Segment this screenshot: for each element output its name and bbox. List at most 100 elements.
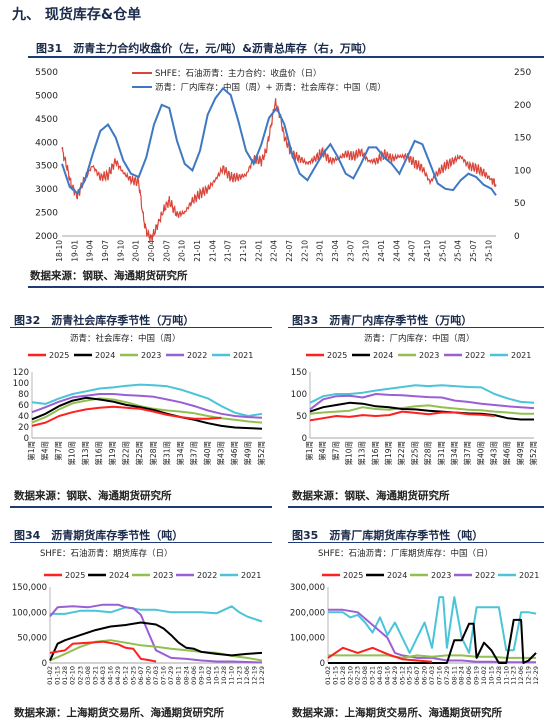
fig31-y-left-tick: 2500 (35, 209, 58, 219)
fig31-x-tick: 21-07 (224, 240, 233, 262)
fig35-y-tick: 300,000 (290, 583, 325, 593)
fig32-bottom-rule (10, 506, 272, 508)
fig32-x-tick: 第40周 (202, 441, 212, 466)
fig35-x-tick: 12-06 (517, 666, 525, 685)
fig35-x-tick: 02-23 (354, 666, 362, 685)
fig32-x-tick: 第37周 (188, 441, 198, 466)
fig33-rule (288, 327, 544, 328)
fig32-x-tick: 第19周 (107, 441, 117, 466)
fig34-x-tick: 07-03 (152, 666, 160, 685)
fig31-x-tick: 21-04 (208, 240, 217, 262)
fig33-series-2024 (309, 401, 534, 421)
fig31-y-right-tick: 200 (514, 101, 531, 111)
fig33-x-tick: 第46周 (502, 441, 512, 466)
fig35-x-tick: 06-07 (413, 666, 421, 685)
fig33-x-tick: 第28周 (423, 441, 433, 466)
fig33-y-tick: 150 (291, 368, 307, 378)
fig33-x-tick: 第40周 (475, 441, 485, 466)
fig35-x-tick: 08-11 (450, 666, 458, 685)
fig32-legend-2025: 2025 (49, 351, 69, 360)
fig32-x-tick: 第25周 (134, 441, 144, 466)
fig35-x-tick: 11-23 (510, 666, 518, 685)
fig32-y-tick: 120 (13, 368, 29, 378)
fig31-x-tick: 23-07 (346, 240, 355, 262)
fig34-x-tick: 03-08 (84, 666, 92, 685)
fig34-series-2024 (49, 621, 263, 661)
fig34-legend-2024: 2024 (109, 571, 129, 580)
fig34-legend-2023: 2023 (153, 571, 173, 580)
fig32-x-tick: 第49周 (242, 441, 252, 466)
fig34-legend-2025: 2025 (65, 571, 85, 580)
fig35-x-tick: 10-02 (480, 666, 488, 685)
fig34-x-tick: 04-16 (107, 666, 115, 685)
fig34-y-tick: 150,000 (12, 583, 47, 593)
fig32-legend-2021: 2021 (233, 351, 253, 360)
fig35-x-tick: 04-16 (383, 666, 391, 685)
fig33-legend-2025: 2025 (327, 351, 347, 360)
fig32-x-tick: 第7周 (53, 441, 63, 461)
fig35-x-tick: 02-10 (346, 666, 354, 685)
fig33-y-tick: 100 (291, 390, 307, 400)
fig31-x-tick: 25-10 (484, 240, 493, 262)
fig34-x-tick: 05-25 (129, 666, 137, 685)
fig34-chart: SHFE：石油沥青：期货库存（日） 2025 2024 2023 2022 2021 0 50… (12, 548, 266, 685)
fig33-x-tick: 第13周 (357, 441, 367, 466)
fig32-legend-2023: 2023 (141, 351, 161, 360)
section-title: 九、 现货库存&仓单 (12, 7, 142, 23)
fig31-y-right-tick: 150 (514, 134, 531, 144)
fig34-legend-2021: 2021 (241, 571, 261, 580)
fig31-y-left-tick: 4500 (35, 115, 58, 125)
fig35-x-tick: 09-06 (465, 666, 473, 685)
fig33-x-tick: 第4周 (317, 441, 327, 461)
fig33-x-tick: 第19周 (383, 441, 393, 466)
fig34-x-tick: 03-21 (91, 666, 99, 685)
fig34-subtitle: SHFE：石油沥青：期货库存（日） (40, 548, 173, 559)
fig31-x-tick: 23-10 (362, 240, 371, 262)
fig32-subtitle: 沥青：社会库存：中国（周） (70, 333, 181, 344)
fig32-legend-2022: 2022 (187, 351, 207, 360)
fig34-series-2021 (50, 605, 263, 623)
fig35-x-tick: 08-24 (458, 666, 466, 685)
fig34-x-tick: 07-29 (167, 666, 175, 685)
fig34-x-tick: 06-20 (144, 666, 152, 685)
fig35-y-tick: 0 (320, 659, 325, 669)
fig32-title: 图32 沥青社会库存季节性（万吨） (14, 314, 195, 327)
fig32-series-2023 (31, 397, 263, 424)
fig31-y-left-tick: 4000 (35, 138, 58, 148)
fig31-y-left-tick: 5000 (35, 91, 58, 101)
fig33-legend-2024: 2024 (373, 351, 393, 360)
fig31-x-tick: 21-01 (193, 240, 202, 262)
fig31-x-tick: 24-10 (423, 240, 432, 262)
fig34-series-2025 (49, 640, 157, 663)
fig33-bottom-rule (288, 506, 544, 508)
fig31-x-tick: 23-01 (316, 240, 325, 262)
fig34-x-tick: 01-02 (46, 666, 54, 685)
fig31-x-tick: 24-04 (392, 240, 401, 262)
fig31-bottom-rule (28, 286, 544, 288)
fig35-x-tick: 04-29 (391, 666, 399, 685)
fig31-rule (28, 56, 544, 58)
fig34-x-tick: 11-23 (235, 666, 243, 685)
fig33-x-tick: 第7周 (330, 441, 340, 461)
fig33-title: 图33 沥青厂内库存季节性（万吨） (292, 314, 473, 327)
fig35-x-tick: 10-28 (495, 666, 503, 685)
fig33-series-2025 (309, 410, 495, 422)
fig34-x-tick: 02-23 (76, 666, 84, 685)
fig31-legend-price: SHFE：石油沥青：主力合约：收盘价（日） (155, 68, 322, 79)
fig34-x-tick: 02-10 (69, 666, 77, 685)
fig35-series-2021 (328, 596, 537, 654)
fig34-x-tick: 10-15 (213, 666, 221, 685)
fig33-y-tick: 50 (296, 412, 307, 422)
fig34-x-tick: 12-06 (243, 666, 251, 685)
fig35-x-tick: 06-20 (421, 666, 429, 685)
fig32-x-tick: 第4周 (40, 441, 50, 461)
fig34-x-tick: 12-19 (250, 666, 258, 685)
fig31-x-tick: 22-04 (270, 240, 279, 262)
fig31-x-tick: 24-01 (377, 240, 386, 262)
fig34-x-tick: 08-11 (175, 666, 183, 685)
fig33-legend-2023: 2023 (419, 351, 439, 360)
fig33-series-2023 (309, 404, 534, 415)
fig35-legend-2023: 2023 (431, 571, 451, 580)
fig31-x-tick: 21-10 (239, 240, 248, 262)
fig31-chart: SHFE：石油沥青：主力合约：收盘价（日） 沥青：厂内库存：中国（周）+ 沥青：社… (35, 68, 531, 262)
